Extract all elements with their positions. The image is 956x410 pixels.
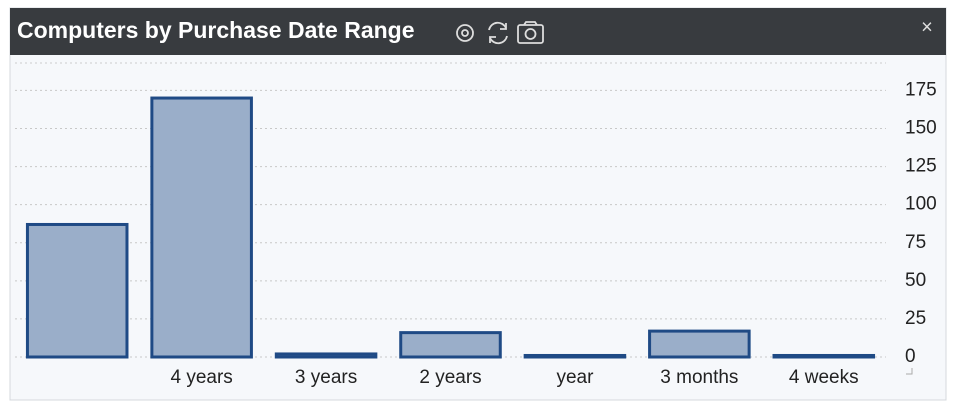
x-tick-label: 3 months	[660, 367, 738, 388]
y-tick-label: 150	[905, 118, 937, 139]
x-tick-label: 2 years	[419, 367, 481, 388]
close-button[interactable]: ×	[921, 16, 933, 38]
bar	[648, 329, 751, 359]
toolbar	[456, 21, 544, 45]
y-tick-label: 175	[905, 79, 937, 100]
settings-icon[interactable]	[456, 24, 474, 42]
resize-handle[interactable]	[906, 368, 913, 375]
bar	[25, 222, 129, 359]
y-tick-label: 125	[905, 156, 937, 177]
bar	[523, 353, 627, 359]
bar	[274, 352, 378, 359]
x-tick-label: 4 years	[170, 367, 232, 388]
camera-icon[interactable]	[517, 21, 544, 44]
y-tick-label: 0	[905, 346, 916, 367]
y-tick-label: 100	[905, 194, 937, 215]
x-tick-label: 4 weeks	[789, 367, 859, 388]
x-tick-label: year	[556, 367, 594, 388]
y-tick-label: 50	[905, 270, 926, 291]
bar	[150, 96, 253, 359]
chart-title: Computers by Purchase Date Range	[17, 17, 415, 43]
refresh-icon[interactable]	[488, 21, 508, 45]
bar	[399, 331, 502, 359]
y-tick-label: 25	[905, 308, 926, 329]
y-tick-label: 75	[905, 232, 926, 253]
bar	[772, 353, 876, 359]
x-tick-label: 3 years	[295, 367, 357, 388]
header	[10, 8, 946, 55]
